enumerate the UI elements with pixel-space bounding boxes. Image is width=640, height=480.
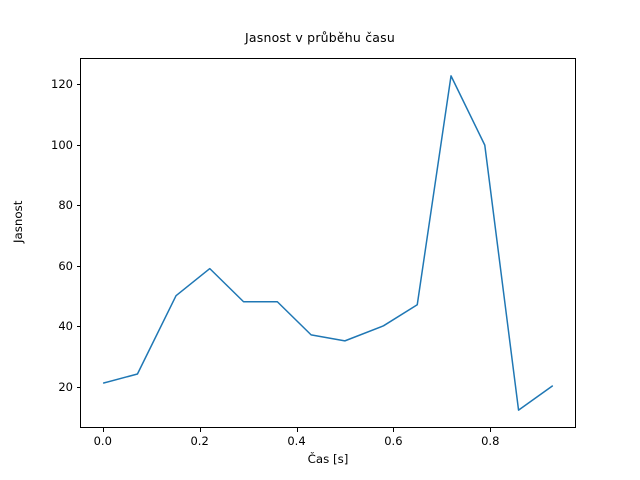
y-tick-mark [76,386,80,388]
y-tick-label: 80 [58,198,73,213]
x-tick-label: 0.4 [287,434,306,448]
x-tick-mark [199,428,201,432]
x-tick-label: 0.6 [384,434,403,448]
y-tick-mark [76,84,80,85]
chart-title: Jasnost v průběhu času [245,30,395,45]
y-tick-mark [76,205,80,207]
y-tick-label: 20 [58,379,73,394]
x-tick-label: 0.0 [93,434,112,448]
data-series-line [102,75,554,411]
y-tick-mark [76,144,80,146]
y-tick-label: 40 [58,319,73,334]
x-tick-mark [490,428,492,432]
x-tick-label: 0.8 [481,434,500,448]
x-tick-label: 0.2 [190,434,209,448]
x-tick-mark [102,428,104,432]
x-tick-mark [393,428,395,432]
plot-area [102,75,554,411]
y-tick-label: 60 [58,258,73,273]
y-tick-label: 100 [51,137,73,152]
x-tick-mark [296,428,298,432]
y-tick-mark [76,326,80,328]
x-axis-label: Čas [s] [307,452,349,466]
y-tick-label: 120 [51,77,73,92]
plot-axes [80,58,576,428]
y-axis-label: Jasnost [11,200,25,243]
y-tick-mark [76,265,80,267]
